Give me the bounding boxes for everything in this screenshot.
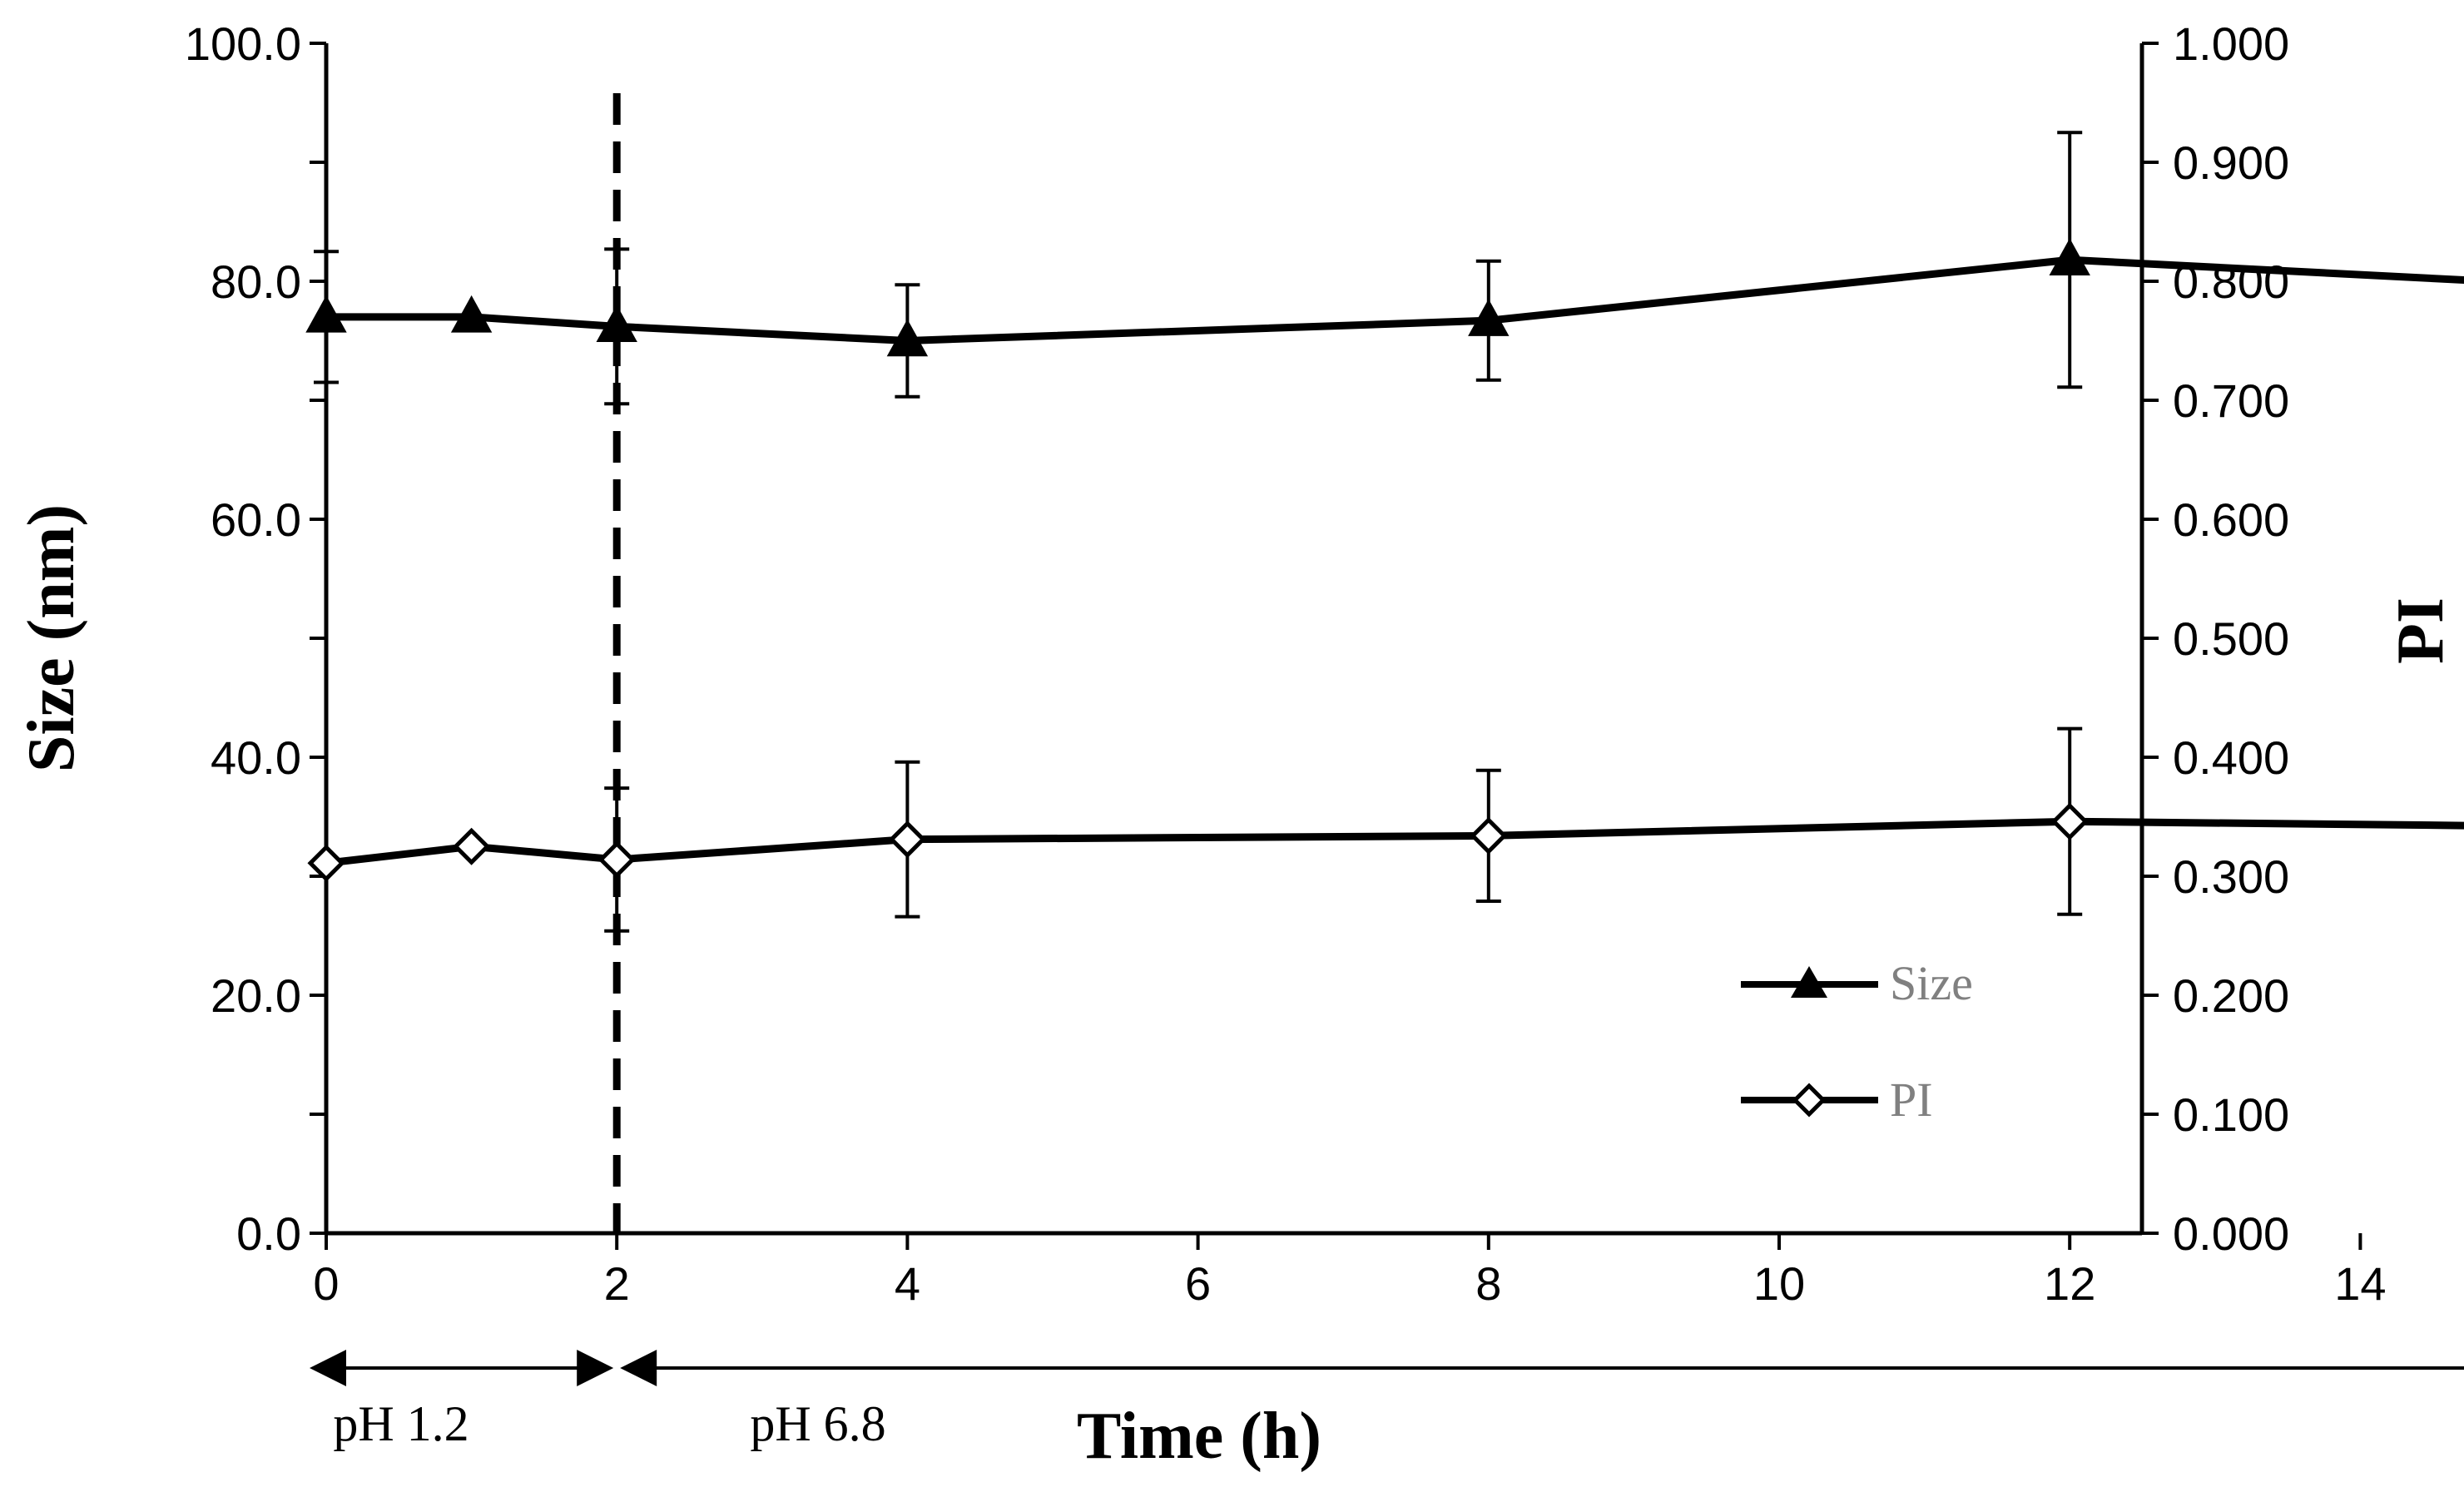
pi-point xyxy=(453,827,491,865)
y-left-tick-label: 100.0 xyxy=(185,17,301,70)
y-right-tick-label: 0.600 xyxy=(2173,493,2289,546)
y-right-tick-label: 0.300 xyxy=(2173,850,2289,903)
size-point xyxy=(1468,299,1510,336)
y-right-tick-label: 0.100 xyxy=(2173,1088,2289,1141)
size-point xyxy=(305,295,347,333)
axes xyxy=(324,43,2144,1236)
y-axis-right-title: PI xyxy=(2384,597,2457,664)
y-left-tick-label: 60.0 xyxy=(211,493,301,546)
y-left-tick-label: 80.0 xyxy=(211,255,301,308)
y-right-tick-label: 0.900 xyxy=(2173,136,2289,189)
y-left-tick-label: 40.0 xyxy=(211,731,301,784)
pi-point xyxy=(1470,816,1508,855)
x-tick-label: 12 xyxy=(2044,1257,2095,1310)
pi-point xyxy=(597,840,636,879)
y-right-tick-label: 0.400 xyxy=(2173,731,2289,784)
x-tick-label: 10 xyxy=(1753,1257,1805,1310)
x-tick-label: 2 xyxy=(604,1257,630,1310)
legend-size-marker xyxy=(1791,966,1827,998)
x-tick-label: 14 xyxy=(2334,1257,2386,1310)
y-right-tick-label: 0.000 xyxy=(2173,1207,2289,1260)
pi-point xyxy=(888,820,926,859)
x-axis-title: Time (h) xyxy=(1077,1400,1321,1473)
y-left-tick-label: 0.0 xyxy=(236,1207,301,1260)
pi-point xyxy=(2050,802,2089,840)
x-tick-label: 0 xyxy=(313,1257,339,1310)
legend-size-label: Size xyxy=(1890,956,1973,1010)
ph-1-2-arrow-head-left xyxy=(310,1350,346,1386)
x-tick-label: 6 xyxy=(1185,1257,1211,1310)
y-axis-left-title: Size (nm) xyxy=(15,504,88,772)
tick-labels: 0.0 20.0 40.0 60.0 80.0 100.0 0.000 0.100 0.200 0… xyxy=(185,17,2387,1310)
ph-6-8-arrow-head-left xyxy=(620,1350,657,1386)
legend-pi-marker xyxy=(1792,1083,1827,1118)
y-right-tick-label: 1.000 xyxy=(2173,17,2289,70)
series-layer xyxy=(305,238,2464,882)
x-tick-label: 4 xyxy=(895,1257,920,1310)
ph-1-2-arrow-head-right xyxy=(577,1350,614,1386)
size-point xyxy=(596,305,637,343)
y-right-tick-label: 0.500 xyxy=(2173,612,2289,665)
y-right-tick-label: 0.700 xyxy=(2173,374,2289,427)
pi-point xyxy=(307,844,345,882)
size-point xyxy=(2049,238,2090,275)
annot-layer xyxy=(310,1350,2464,1386)
legend: Size PI xyxy=(1741,956,1973,1127)
y-right-tick-label: 0.200 xyxy=(2173,969,2289,1022)
size-point xyxy=(450,295,493,333)
annotation-ph-6-8: pH 6.8 xyxy=(750,1396,885,1451)
size-point xyxy=(886,319,929,357)
y-left-tick-label: 20.0 xyxy=(211,969,301,1022)
legend-pi-label: PI xyxy=(1890,1073,1933,1127)
ticks xyxy=(310,42,2362,1250)
annotation-ph-1-2: pH 1.2 xyxy=(333,1396,469,1451)
x-tick-label: 8 xyxy=(1475,1257,1501,1310)
